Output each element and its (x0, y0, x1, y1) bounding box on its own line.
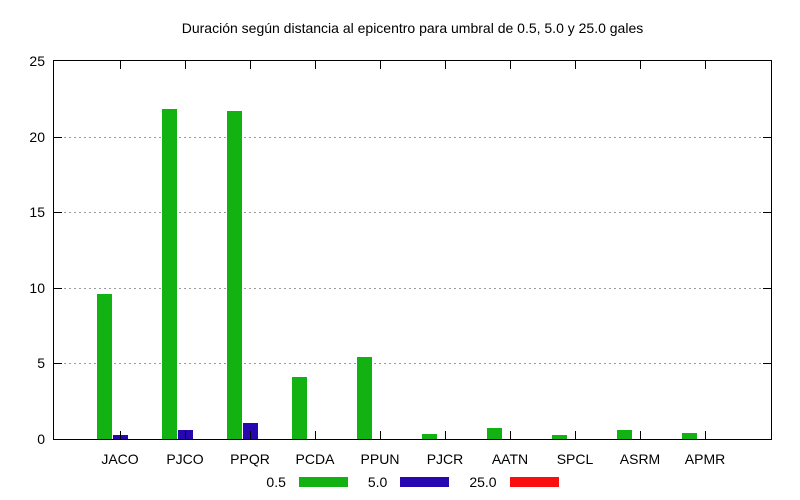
bar-0.5-PJCR (421, 434, 437, 439)
bar-0.5-PJCO (161, 109, 177, 439)
bar-0.5-ASRM (616, 430, 632, 439)
y-label-25: 25 (29, 53, 45, 69)
x-tick-bottom-PPQR (250, 431, 251, 439)
legend-swatch-25.0 (509, 477, 559, 487)
x-tick-bottom-PJCR (445, 431, 446, 439)
x-label-PJCO: PJCO (166, 451, 204, 467)
plot-area (53, 60, 772, 440)
x-tick-bottom-SPCL (575, 431, 576, 439)
y-label-10: 10 (29, 279, 45, 296)
x-tick-top-JACO (120, 61, 121, 69)
bar-0.5-AATN (486, 428, 502, 439)
x-label-PJCR: PJCR (426, 451, 464, 467)
legend: 0.5 5.0 25.0 (53, 472, 772, 492)
x-label-PCDA: PCDA (295, 451, 335, 467)
y-label-20: 20 (29, 128, 45, 145)
bar-0.5-PPUN (356, 357, 372, 439)
y-tick-right-10 (763, 288, 771, 289)
legend-swatch-0.5 (298, 477, 348, 487)
x-label-SPCL: SPCL (556, 451, 594, 467)
x-tick-bottom-PCDA (315, 431, 316, 439)
y-tick-left-5 (54, 363, 62, 364)
x-tick-bottom-AATN (510, 431, 511, 439)
y-tick-left-20 (54, 137, 62, 138)
x-tick-bottom-PJCO (185, 431, 186, 439)
gridline-y5 (54, 363, 771, 364)
x-tick-top-PJCR (445, 61, 446, 69)
gridline-y15 (54, 212, 771, 213)
y-tick-left-15 (54, 212, 62, 213)
x-label-PPQR: PPQR (230, 451, 270, 467)
legend-entry-5.0: 5.0 (367, 474, 450, 490)
x-label-APMR: APMR (684, 451, 726, 467)
x-tick-top-SPCL (575, 61, 576, 69)
legend-label-0.5: 0.5 (266, 474, 286, 490)
x-label-ASRM: ASRM (619, 451, 661, 467)
x-tick-top-PPUN (380, 61, 381, 69)
bar-0.5-SPCL (551, 435, 567, 439)
y-tick-right-20 (763, 137, 771, 138)
x-tick-top-PJCO (185, 61, 186, 69)
x-label-AATN: AATN (491, 451, 529, 467)
y-tick-left-10 (54, 288, 62, 289)
legend-entry-0.5: 0.5 (266, 474, 348, 490)
x-tick-bottom-JACO (120, 431, 121, 439)
gridline-y20 (54, 137, 771, 138)
y-tick-right-5 (763, 363, 771, 364)
chart-title: Duración según distancia al epicentro pa… (181, 20, 644, 36)
x-tick-top-APMR (705, 61, 706, 69)
legend-entry-25.0: 25.0 (469, 474, 559, 490)
gridline-y10 (54, 288, 771, 289)
x-label-JACO: JACO (101, 451, 139, 467)
x-tick-bottom-PPUN (380, 431, 381, 439)
bar-0.5-PCDA (291, 377, 307, 439)
x-label-PPUN: PPUN (360, 451, 400, 467)
bar-0.5-JACO (96, 294, 112, 439)
bar-0.5-APMR (681, 433, 697, 439)
y-label-5: 5 (37, 355, 45, 372)
x-tick-bottom-ASRM (640, 431, 641, 439)
x-tick-bottom-APMR (705, 431, 706, 439)
x-tick-top-PPQR (250, 61, 251, 69)
legend-label-25.0: 25.0 (469, 474, 497, 490)
y-tick-right-15 (763, 212, 771, 213)
x-tick-top-PCDA (315, 61, 316, 69)
bar-0.5-PPQR (226, 111, 242, 439)
x-tick-top-ASRM (640, 61, 641, 69)
legend-swatch-5.0 (400, 477, 450, 487)
x-tick-top-AATN (510, 61, 511, 69)
y-label-0: 0 (37, 431, 45, 447)
y-label-15: 15 (29, 204, 45, 221)
legend-label-5.0: 5.0 (367, 474, 388, 490)
